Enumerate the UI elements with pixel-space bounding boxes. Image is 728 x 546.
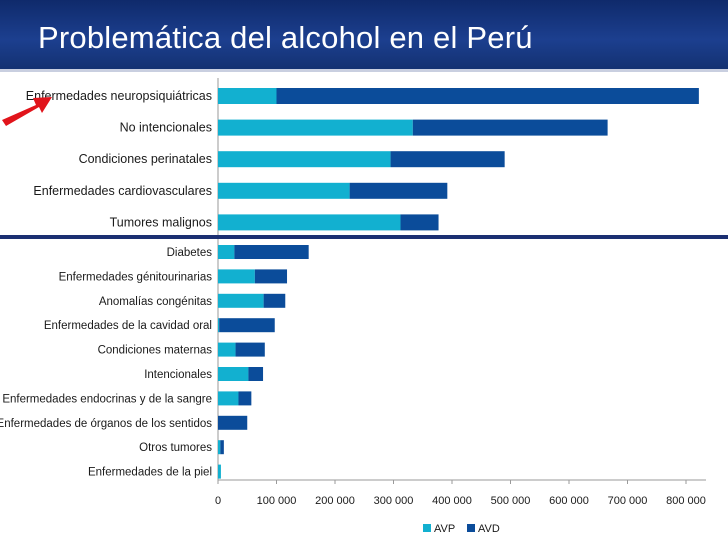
category-label: Anomalías congénitas — [99, 296, 212, 308]
category-label: Diabetes — [167, 247, 213, 259]
category-label: No intencionales — [120, 121, 212, 135]
legend-label-avd: AVD — [478, 523, 500, 535]
category-label: Enfermedades génitourinarias — [59, 271, 213, 283]
bar-avd-0 — [276, 88, 699, 104]
x-tick-label: 100 000 — [257, 495, 297, 507]
bar-avp-8 — [218, 318, 220, 333]
bar-avp-3 — [218, 182, 350, 199]
slide-header: Problemática del alcohol en el Perú — [0, 0, 728, 72]
bar-avp-2 — [218, 151, 391, 168]
bar-avp-13 — [218, 440, 221, 455]
legend-swatch-avp — [423, 524, 431, 532]
bar-avd-13 — [220, 440, 224, 455]
bar-avp-4 — [218, 214, 401, 231]
category-label: Otros tumores — [139, 442, 212, 454]
bar-avp-5 — [218, 245, 235, 259]
legend-label-avp: AVP — [434, 523, 455, 535]
x-axis: 0 100 000 200 000 300 000 400 000 500 000 600 … — [215, 480, 706, 507]
bar-avd-9 — [235, 342, 265, 357]
bar-avp-14 — [218, 464, 221, 479]
category-label: Enfermedades de la piel — [88, 467, 212, 479]
section-divider-line — [0, 235, 728, 239]
bar-avd-2 — [390, 151, 505, 168]
category-label: Enfermedades cardiovasculares — [33, 184, 212, 198]
category-label: Condiciones maternas — [98, 345, 213, 357]
category-label: Tumores malignos — [110, 215, 212, 229]
x-tick-label: 400 000 — [432, 495, 472, 507]
x-tick-label: 200 000 — [315, 495, 355, 507]
category-label: Condiciones perinatales — [79, 152, 212, 166]
chart-gridlines — [217, 78, 706, 481]
bar-avp-7 — [218, 293, 264, 308]
bar-avd-11 — [238, 391, 252, 406]
x-tick-label: 500 000 — [491, 495, 531, 507]
category-label: Enfermedades neuropsiquiátricas — [26, 89, 212, 103]
chart-legend: AVP AVD — [423, 523, 500, 535]
bar-avd-1 — [412, 119, 608, 136]
legend-swatch-avd — [467, 524, 475, 532]
x-tick-label: 800 000 — [666, 495, 706, 507]
category-labels: Enfermedades neuropsiquiátricas No intenc… — [0, 89, 212, 479]
bar-avd-5 — [234, 245, 309, 259]
x-tick-label: 700 000 — [608, 495, 648, 507]
bar-avd-7 — [263, 293, 286, 308]
bar-avp-10 — [218, 367, 249, 381]
category-label: Intencionales — [144, 369, 212, 381]
bar-avp-11 — [218, 391, 239, 406]
category-label: Enfermedades endocrinas y de la sangre — [2, 393, 212, 405]
x-tick-label: 300 000 — [374, 495, 414, 507]
bar-avd-10 — [248, 367, 264, 381]
slide-title: Problemática del alcohol en el Perú — [38, 20, 533, 55]
category-label: Enfermedades de la cavidad oral — [44, 320, 212, 332]
x-tick-label: 600 000 — [549, 495, 589, 507]
bar-avd-4 — [400, 214, 439, 231]
bar-avd-8 — [219, 318, 275, 333]
chart-bars — [218, 88, 699, 479]
bar-avp-1 — [218, 119, 413, 136]
bar-avp-9 — [218, 342, 236, 357]
bar-avd-3 — [349, 182, 448, 199]
bar-avp-6 — [218, 269, 255, 284]
header-rule — [0, 69, 728, 72]
stacked-bar-chart: Enfermedades neuropsiquiátricas No intenc… — [0, 78, 706, 535]
bar-avp-0 — [218, 88, 277, 104]
bar-avd-12 — [218, 415, 248, 430]
category-label: Enfermedades de órganos de los sentidos — [0, 418, 212, 430]
pointer-arrow-icon — [2, 97, 52, 126]
x-tick-label: 0 — [215, 495, 221, 507]
bar-avd-6 — [254, 269, 288, 284]
